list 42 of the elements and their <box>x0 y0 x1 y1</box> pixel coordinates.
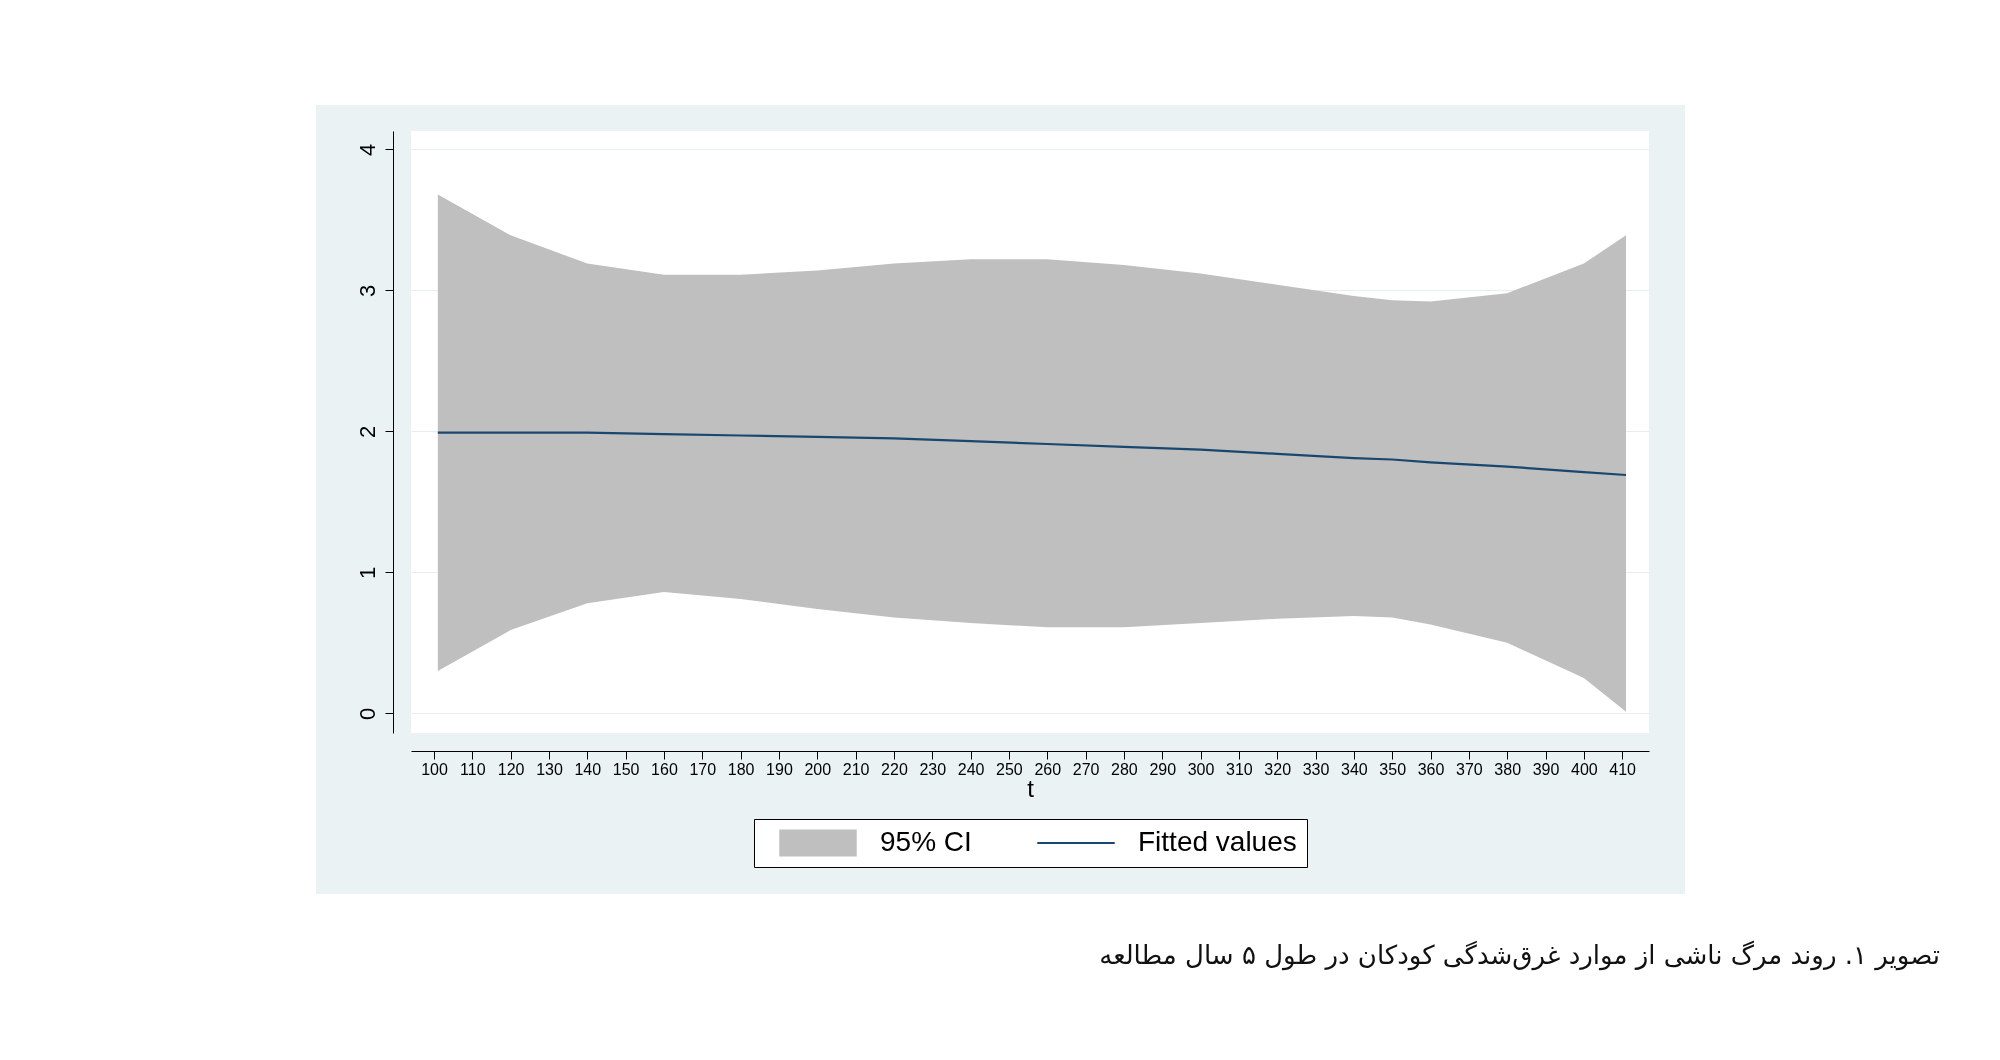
x-tick-label: 310 <box>1226 760 1253 778</box>
x-tick-label: 120 <box>497 760 525 778</box>
x-tick-label: 290 <box>1149 760 1177 778</box>
x-tick-label: 270 <box>1072 760 1100 778</box>
x-tick-label: 260 <box>1034 760 1062 778</box>
x-tick-label: 280 <box>1111 760 1138 778</box>
x-tick-label: 100 <box>421 760 448 778</box>
text: 95% CI <box>880 826 972 857</box>
y-tick-label: 2 <box>354 425 380 438</box>
x-tick-label: 110 <box>460 760 486 778</box>
x-tick-label: 170 <box>689 760 717 778</box>
x-tick-label: 220 <box>881 760 908 778</box>
text: تصویر ۱. روند مرگ ناشی از موارد غرق‌شدگی کودکان در طول ۵ سال مطالعه <box>1099 940 1940 970</box>
x-tick-label: 370 <box>1456 760 1483 778</box>
x-tick-label: 360 <box>1417 760 1445 778</box>
x-tick-label: 230 <box>919 760 947 778</box>
x-tick-label: 180 <box>727 760 755 778</box>
x-tick-label: 200 <box>804 760 832 778</box>
x-tick-label: 320 <box>1264 760 1292 778</box>
x-tick-label: 130 <box>536 760 563 778</box>
legend-label: Fitted values <box>1138 826 1297 857</box>
x-tick-label: 190 <box>766 760 793 778</box>
x-tick-label: 160 <box>651 760 678 778</box>
line-series <box>436 431 1628 477</box>
y-tick-label: 4 <box>354 143 380 156</box>
x-tick-label: 410 <box>1609 760 1637 778</box>
x-tick-label: 390 <box>1532 760 1560 778</box>
x-axis-title: t <box>1027 774 1035 802</box>
y-tick-label: 0 <box>354 707 380 720</box>
x-tick-label: 210 <box>842 760 870 778</box>
x-tick-label: 340 <box>1341 760 1368 778</box>
y-tick-label: 1 <box>354 566 380 579</box>
x-tick-label: 330 <box>1302 760 1330 778</box>
x-tick-label: 400 <box>1570 760 1598 778</box>
x-tick-label: 350 <box>1379 760 1407 778</box>
x-tick-label: 250 <box>996 760 1023 778</box>
x-tick-label: 240 <box>957 760 985 778</box>
x-tick-label: 380 <box>1494 760 1522 778</box>
x-tick-label: 300 <box>1187 760 1215 778</box>
x-tick-label: 140 <box>574 760 602 778</box>
x-tick-label: 150 <box>612 760 640 778</box>
y-tick-label: 3 <box>354 284 380 297</box>
